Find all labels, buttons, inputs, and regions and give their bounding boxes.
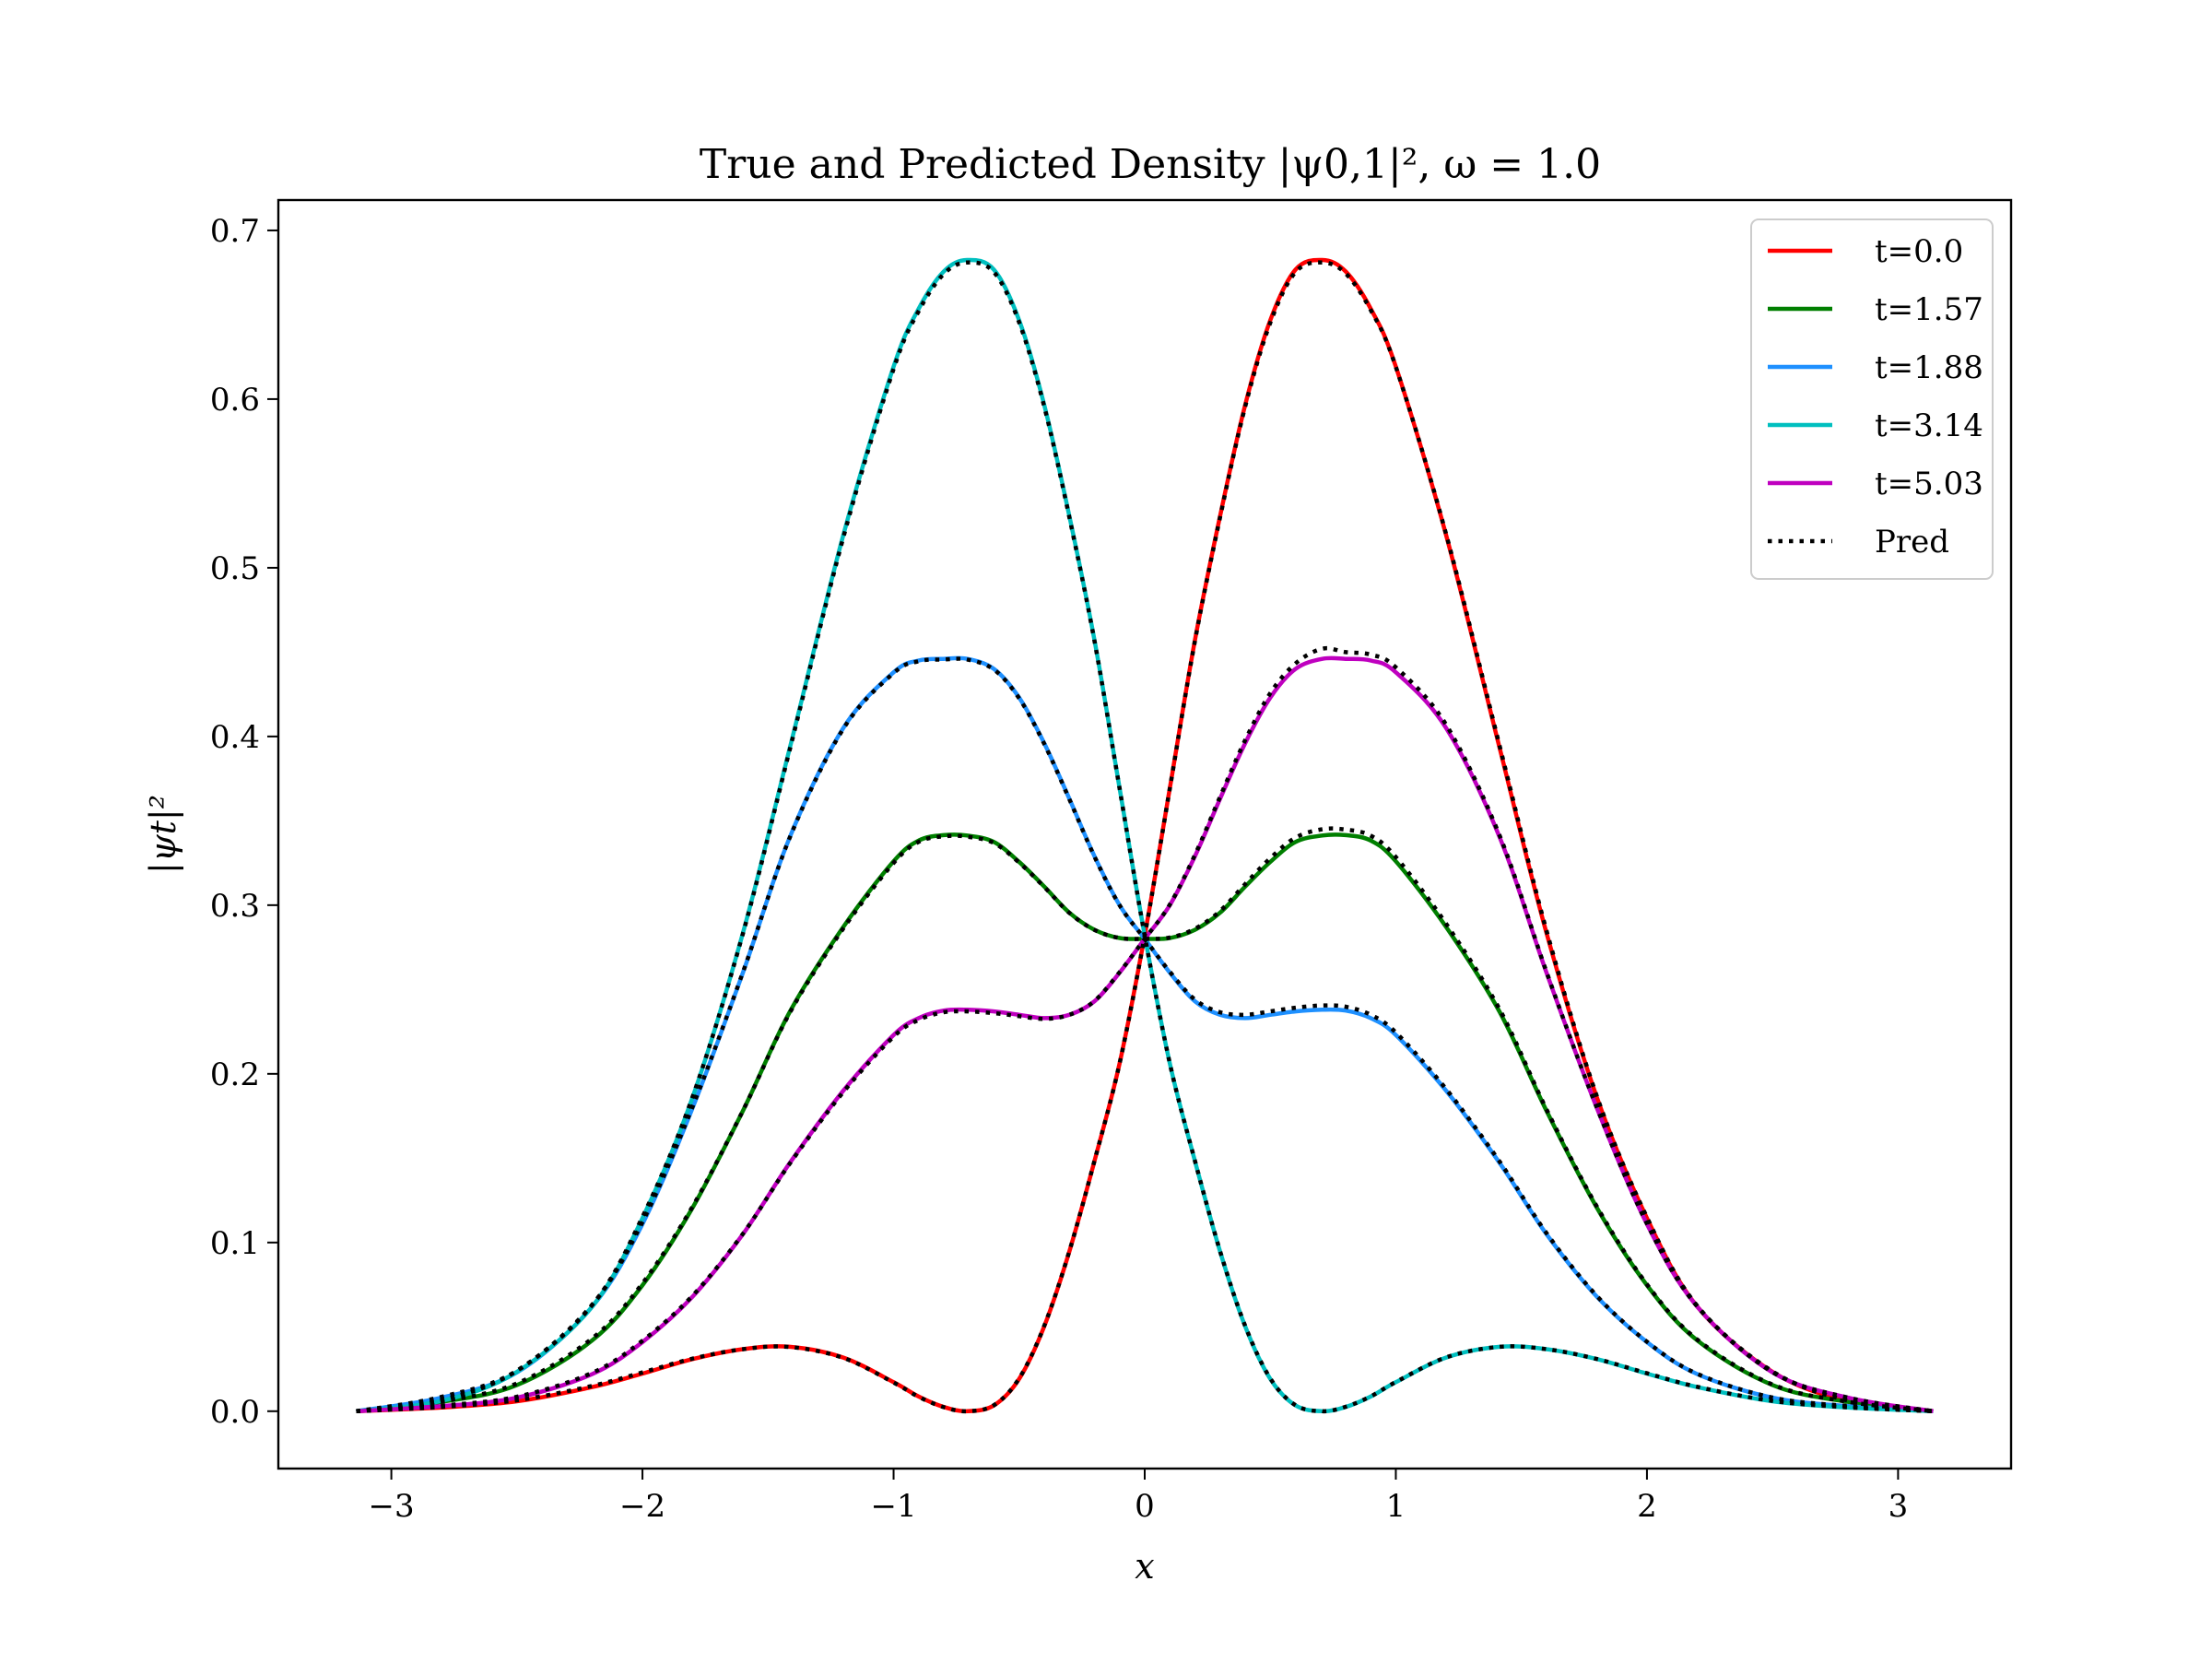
- x-tick-label: 0: [1135, 1488, 1155, 1525]
- legend-label: t=1.88: [1875, 349, 1983, 386]
- x-tick-label: 2: [1637, 1488, 1657, 1525]
- chart-title: True and Predicted Density |ψ0,1|², ω = …: [700, 141, 1601, 188]
- x-tick-label: −2: [619, 1488, 665, 1525]
- y-tick-label: 0.7: [210, 213, 260, 250]
- y-tick-label: 0.6: [210, 382, 260, 419]
- x-axis: −3 −2 −1 0 1 2 3: [369, 1469, 1909, 1525]
- pred-line-t-3-14: [356, 260, 1934, 1414]
- y-tick-label: 0.2: [210, 1056, 260, 1093]
- legend-label: t=3.14: [1875, 407, 1983, 444]
- y-tick-label: 0.4: [210, 719, 260, 756]
- y-axis: 0.0 0.1 0.2 0.3 0.4 0.5 0.6 0.7: [210, 213, 278, 1431]
- y-axis-label: |ψt|²: [143, 795, 183, 874]
- y-tick-label: 0.3: [210, 888, 260, 925]
- legend-label: t=0.0: [1875, 233, 1963, 270]
- x-tick-label: 1: [1386, 1488, 1406, 1525]
- x-tick-label: −1: [870, 1488, 916, 1525]
- legend: t=0.0 t=1.57 t=1.88 t=3.14 t=5.03 Pred: [1750, 218, 1994, 580]
- y-tick-label: 0.5: [210, 550, 260, 587]
- y-tick-label: 0.0: [210, 1394, 260, 1431]
- plot-area: [356, 257, 1934, 1414]
- legend-label: Pred: [1875, 524, 1949, 561]
- legend-box: [1750, 218, 1994, 580]
- series-line-t-5-03: [356, 655, 1934, 1414]
- y-tick-label: 0.1: [210, 1225, 260, 1262]
- legend-label: t=1.57: [1875, 291, 1983, 328]
- x-tick-label: 3: [1888, 1488, 1909, 1525]
- x-tick-label: −3: [369, 1488, 415, 1525]
- x-axis-label: x: [1135, 1546, 1154, 1587]
- pred-line-t-1-57: [356, 826, 1934, 1414]
- legend-label: t=5.03: [1875, 466, 1983, 502]
